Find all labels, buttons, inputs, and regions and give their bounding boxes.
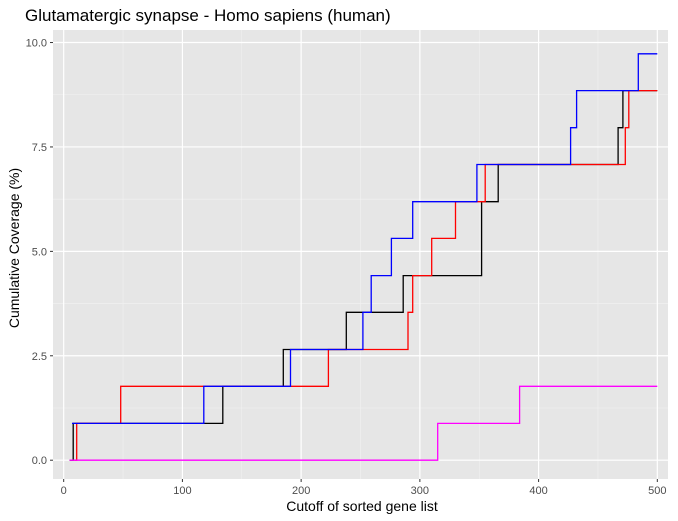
series-line-3 <box>72 53 658 425</box>
y-tick-label: 0.0 <box>32 455 47 467</box>
x-axis: 0 100 200 300 400 500 <box>61 479 666 497</box>
x-tick-label: 0 <box>61 485 67 497</box>
chart-title: Glutamatergic synapse - Homo sapiens (hu… <box>25 6 391 25</box>
x-tick-label: 200 <box>292 485 310 497</box>
minor-gridlines <box>53 30 668 479</box>
y-tick-label: 2.5 <box>32 351 47 363</box>
y-tick-label: 10.0 <box>26 38 47 50</box>
series-line-2 <box>74 89 658 461</box>
y-tick-label: 7.5 <box>32 142 47 154</box>
series-layer <box>69 53 658 461</box>
x-tick-label: 400 <box>529 485 547 497</box>
series-line-1 <box>69 89 658 461</box>
series-line-4 <box>69 385 658 461</box>
y-tick-label: 5.0 <box>32 246 47 258</box>
x-tick-label: 100 <box>173 485 191 497</box>
x-tick-label: 300 <box>411 485 429 497</box>
y-axis-title: Cumulative Coverage (%) <box>6 168 22 328</box>
x-axis-title: Cutoff of sorted gene list <box>286 498 438 514</box>
x-tick-label: 500 <box>648 485 666 497</box>
y-axis: 0.0 2.5 5.0 7.5 10.0 <box>26 38 53 467</box>
